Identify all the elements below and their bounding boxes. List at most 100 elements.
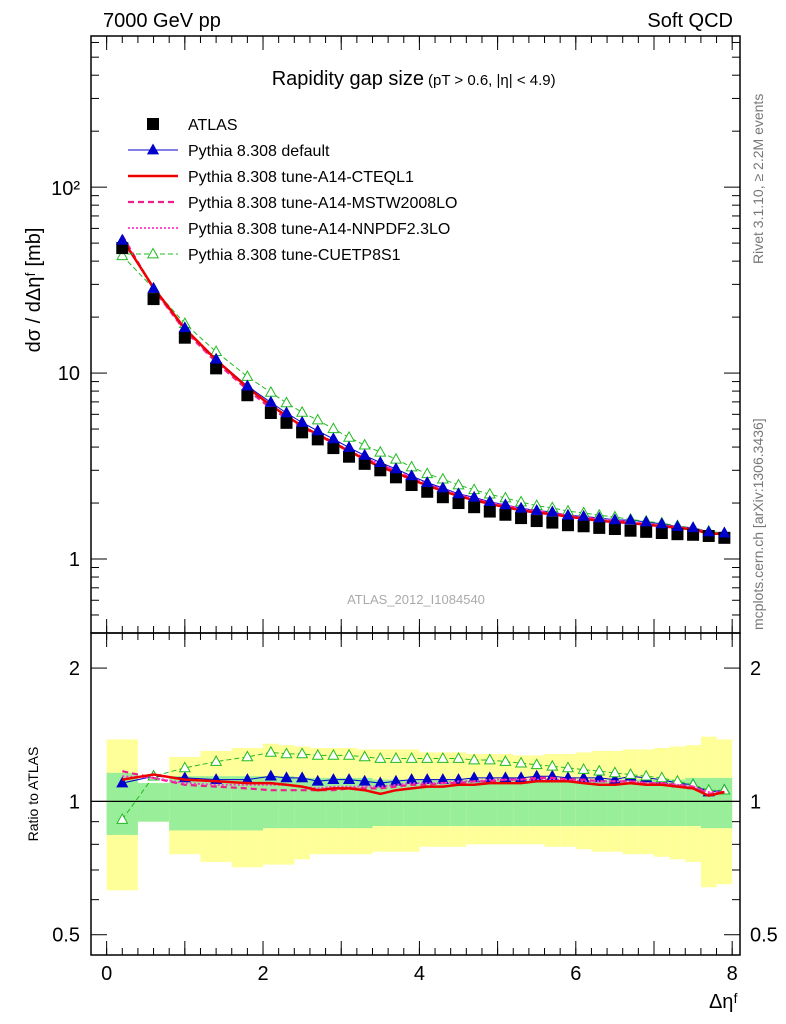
atlas-point bbox=[280, 416, 293, 429]
atlas-point bbox=[640, 525, 653, 538]
series-1-point bbox=[546, 505, 559, 517]
ratio-series-1-point bbox=[405, 773, 418, 784]
atlas-point bbox=[468, 501, 481, 514]
atlas-point bbox=[389, 471, 402, 484]
ratio-series-5-point bbox=[436, 751, 449, 763]
series-1-point bbox=[421, 476, 434, 487]
series-5-point bbox=[374, 445, 387, 457]
series-1-point bbox=[593, 511, 606, 523]
series-5-point bbox=[311, 413, 324, 425]
ratio-series-1-point bbox=[483, 771, 496, 783]
legend-label: Pythia 8.308 tune-A14-CTEQL1 bbox=[188, 169, 414, 186]
legend-label: Pythia 8.308 tune-CUETP8S1 bbox=[188, 247, 401, 264]
ratio-series-5-point bbox=[389, 751, 403, 763]
ratio-series-1-point bbox=[593, 771, 606, 783]
band-stat bbox=[341, 777, 357, 829]
header-left: 7000 GeV pp bbox=[103, 10, 221, 32]
ratio-series-5-point bbox=[264, 745, 277, 757]
atlas-point bbox=[210, 362, 223, 375]
ratio-plot-frame bbox=[90, 632, 741, 956]
series-1-point bbox=[702, 525, 715, 537]
ratio-series-5-point bbox=[296, 747, 309, 759]
ratio-tick-label: 2 bbox=[69, 658, 80, 680]
band-stat bbox=[638, 779, 654, 826]
ratio-series-5-point bbox=[468, 753, 481, 765]
series-1-point bbox=[671, 519, 684, 531]
ratio-series-5-point bbox=[327, 748, 340, 760]
ratio-series bbox=[116, 745, 731, 824]
x-tick-label: 6 bbox=[570, 963, 581, 985]
ratio-series-5-point bbox=[561, 761, 575, 773]
ratio-series-2-line bbox=[122, 773, 725, 798]
ticks: 0 2 4 6 8 1 10 10² 0.5 0.5 1 1 2 2 bbox=[51, 36, 778, 985]
ratio-series-5-point bbox=[499, 755, 512, 766]
ratio-series-5-point bbox=[624, 767, 637, 779]
series-5-point bbox=[280, 396, 293, 408]
x-tick-label: 8 bbox=[727, 963, 738, 985]
series-5-point bbox=[358, 438, 371, 450]
chart-subtitle: (pT > 0.6, |η| < 4.9) bbox=[428, 72, 556, 89]
atlas-point bbox=[624, 524, 637, 537]
ratio-series-1-point bbox=[296, 771, 309, 783]
band-stat bbox=[591, 779, 608, 826]
ratio-series-4-line bbox=[122, 775, 725, 793]
watermark: ATLAS_2012_I1084540 bbox=[347, 592, 485, 607]
ratio-tick-label-right: 0.5 bbox=[750, 925, 778, 947]
series-1-point bbox=[718, 526, 731, 538]
atlas-point bbox=[577, 520, 590, 533]
band-stat bbox=[466, 779, 482, 826]
series-1-point bbox=[241, 379, 254, 391]
ratio-series-5-point bbox=[421, 751, 434, 763]
ratio-tick-label: 1 bbox=[69, 791, 80, 813]
series-1-point bbox=[514, 501, 528, 513]
series-1-point bbox=[530, 503, 543, 515]
atlas-point bbox=[327, 442, 340, 455]
band-stat bbox=[419, 779, 436, 826]
series-1-point bbox=[374, 456, 387, 467]
atlas-point bbox=[405, 479, 418, 492]
atlas-point bbox=[436, 491, 449, 504]
band-stat bbox=[481, 779, 498, 826]
ratio-series-1-point bbox=[280, 771, 293, 783]
series-1-point bbox=[624, 513, 637, 525]
ratio-series-5-point bbox=[405, 751, 418, 763]
x-tick-label: 2 bbox=[257, 963, 268, 985]
series-1-point bbox=[296, 415, 309, 427]
band-stat bbox=[528, 779, 545, 826]
atlas-point bbox=[311, 433, 324, 446]
ratio-series-1-point bbox=[374, 776, 387, 788]
main-series bbox=[116, 233, 731, 544]
rivet-label: Rivet 3.1.10, ≥ 2.2M events bbox=[750, 94, 766, 264]
ratio-series-1-point bbox=[264, 769, 277, 781]
series-5-point bbox=[264, 385, 277, 397]
series-1-point bbox=[499, 498, 512, 510]
ratio-series-5-point bbox=[280, 747, 293, 759]
band-stat bbox=[513, 779, 529, 826]
legend-label: Pythia 8.308 tune-A14-NNPDF2.3LO bbox=[188, 221, 450, 238]
ratio-series-5-point bbox=[342, 748, 356, 760]
band-stat bbox=[575, 779, 592, 826]
band-stat bbox=[497, 779, 514, 826]
series-1-point bbox=[640, 515, 653, 527]
series-5-point bbox=[241, 370, 254, 381]
legend-marker bbox=[146, 143, 160, 155]
band-stat bbox=[669, 779, 686, 826]
ratio-series-5-point bbox=[546, 759, 559, 771]
atlas-point bbox=[178, 331, 191, 344]
ratio-series-1-point bbox=[358, 774, 371, 786]
atlas-point bbox=[515, 512, 528, 525]
series-1-point bbox=[561, 508, 575, 520]
band-stat bbox=[544, 779, 561, 826]
atlas-point bbox=[608, 523, 621, 536]
series-5-point bbox=[116, 249, 129, 261]
ratio-series-5-point bbox=[311, 748, 324, 760]
chart-title: Rapidity gap size bbox=[272, 68, 424, 90]
series-1-point bbox=[178, 321, 191, 333]
ratio-series-5-point bbox=[452, 751, 465, 763]
series-1-point bbox=[327, 432, 340, 444]
ratio-tick-label: 0.5 bbox=[52, 925, 80, 947]
band-stat bbox=[622, 779, 639, 826]
band-stat bbox=[325, 777, 342, 829]
band-stat bbox=[653, 779, 670, 826]
atlas-point bbox=[343, 450, 356, 463]
